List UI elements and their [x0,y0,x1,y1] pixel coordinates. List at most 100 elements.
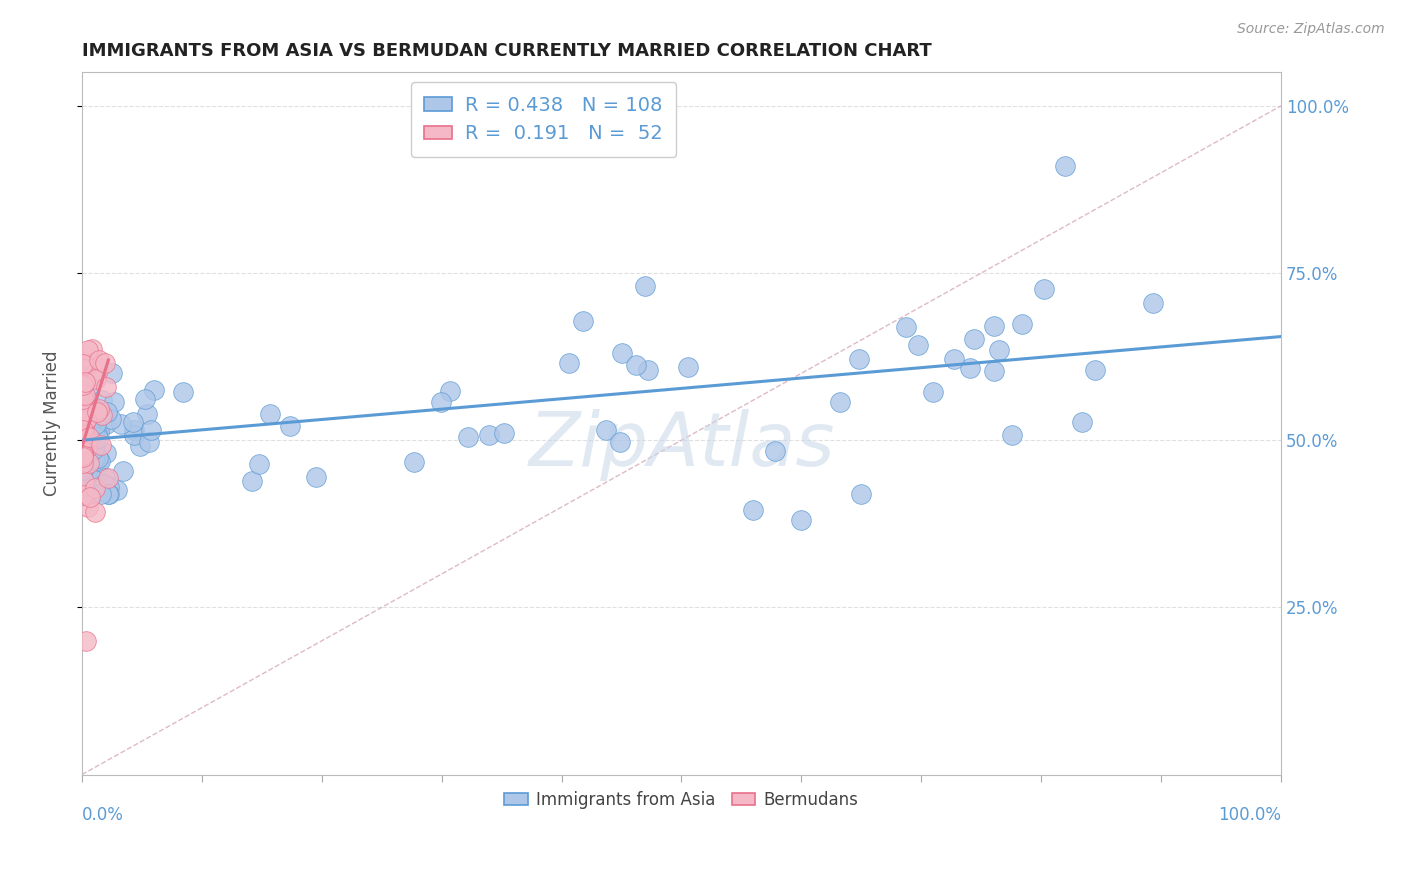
Point [678,360,700,375]
Point [97,486,120,500]
Point [73,449,96,463]
Point [134,392,156,406]
Point [89,353,111,368]
Point [72,446,94,460]
Point [111,464,134,478]
Point [83,442,105,457]
Text: ZipAtlas: ZipAtlas [529,409,835,481]
Point [439,384,461,398]
Point [73,443,96,458]
Point [90,392,112,407]
Point [96,417,118,431]
Point [73,427,96,442]
Point [86,444,108,458]
Point [72,357,94,371]
Point [73,359,96,373]
Point [122,415,145,429]
Point [73,475,96,489]
Point [72,488,94,502]
Point [103,395,125,409]
Point [634,279,657,293]
Point [280,418,302,433]
Point [122,428,145,442]
Point [72,392,94,407]
Point [84,463,107,477]
Point [72,448,94,462]
Point [82,343,104,357]
Point [101,367,124,381]
Legend: Immigrants from Asia, Bermudans: Immigrants from Asia, Bermudans [498,784,865,815]
Point [72,384,94,398]
Point [457,430,479,444]
Point [97,486,120,500]
Point [93,477,115,491]
Point [141,423,163,437]
Point [73,425,96,439]
Y-axis label: Currently Married: Currently Married [44,351,60,496]
Point [848,351,870,366]
Point [86,405,108,419]
Point [75,388,97,402]
Point [1054,159,1077,173]
Point [84,403,107,417]
Point [80,425,103,439]
Point [80,369,103,384]
Point [73,401,96,416]
Point [1084,363,1107,377]
Point [942,352,965,367]
Point [1142,295,1164,310]
Point [77,343,100,357]
Point [494,426,516,441]
Point [87,456,110,470]
Point [83,474,105,488]
Point [122,423,145,437]
Point [637,363,659,377]
Point [72,428,94,442]
Point [76,478,98,492]
Point [75,358,97,372]
Point [77,430,100,444]
Point [72,423,94,437]
Point [763,443,786,458]
Point [922,385,945,400]
Point [72,443,94,458]
Point [76,369,98,384]
Point [82,356,104,370]
Point [100,412,122,426]
Point [77,500,100,514]
Point [86,427,108,442]
Point [609,435,631,450]
Point [612,345,634,359]
Point [572,314,595,328]
Point [77,456,100,470]
Text: Source: ZipAtlas.com: Source: ZipAtlas.com [1237,22,1385,37]
Point [94,471,117,485]
Point [894,320,917,334]
Point [82,486,104,500]
Point [790,513,813,527]
Point [1033,282,1056,296]
Point [240,474,263,488]
Point [72,445,94,459]
Text: IMMIGRANTS FROM ASIA VS BERMUDAN CURRENTLY MARRIED CORRELATION CHART: IMMIGRANTS FROM ASIA VS BERMUDAN CURRENT… [82,42,932,60]
Text: 0.0%: 0.0% [82,806,124,824]
Point [72,417,94,431]
Point [86,363,108,377]
Point [84,372,107,386]
Point [77,465,100,479]
Point [79,490,101,504]
Point [983,364,1005,378]
Point [72,423,94,437]
Point [259,407,281,421]
Point [77,446,100,460]
Point [305,470,328,484]
Point [96,405,118,419]
Point [73,435,96,450]
Point [742,503,765,517]
Point [72,378,94,392]
Point [76,441,98,455]
Point [595,423,617,437]
Point [96,380,118,394]
Point [87,450,110,465]
Point [80,435,103,450]
